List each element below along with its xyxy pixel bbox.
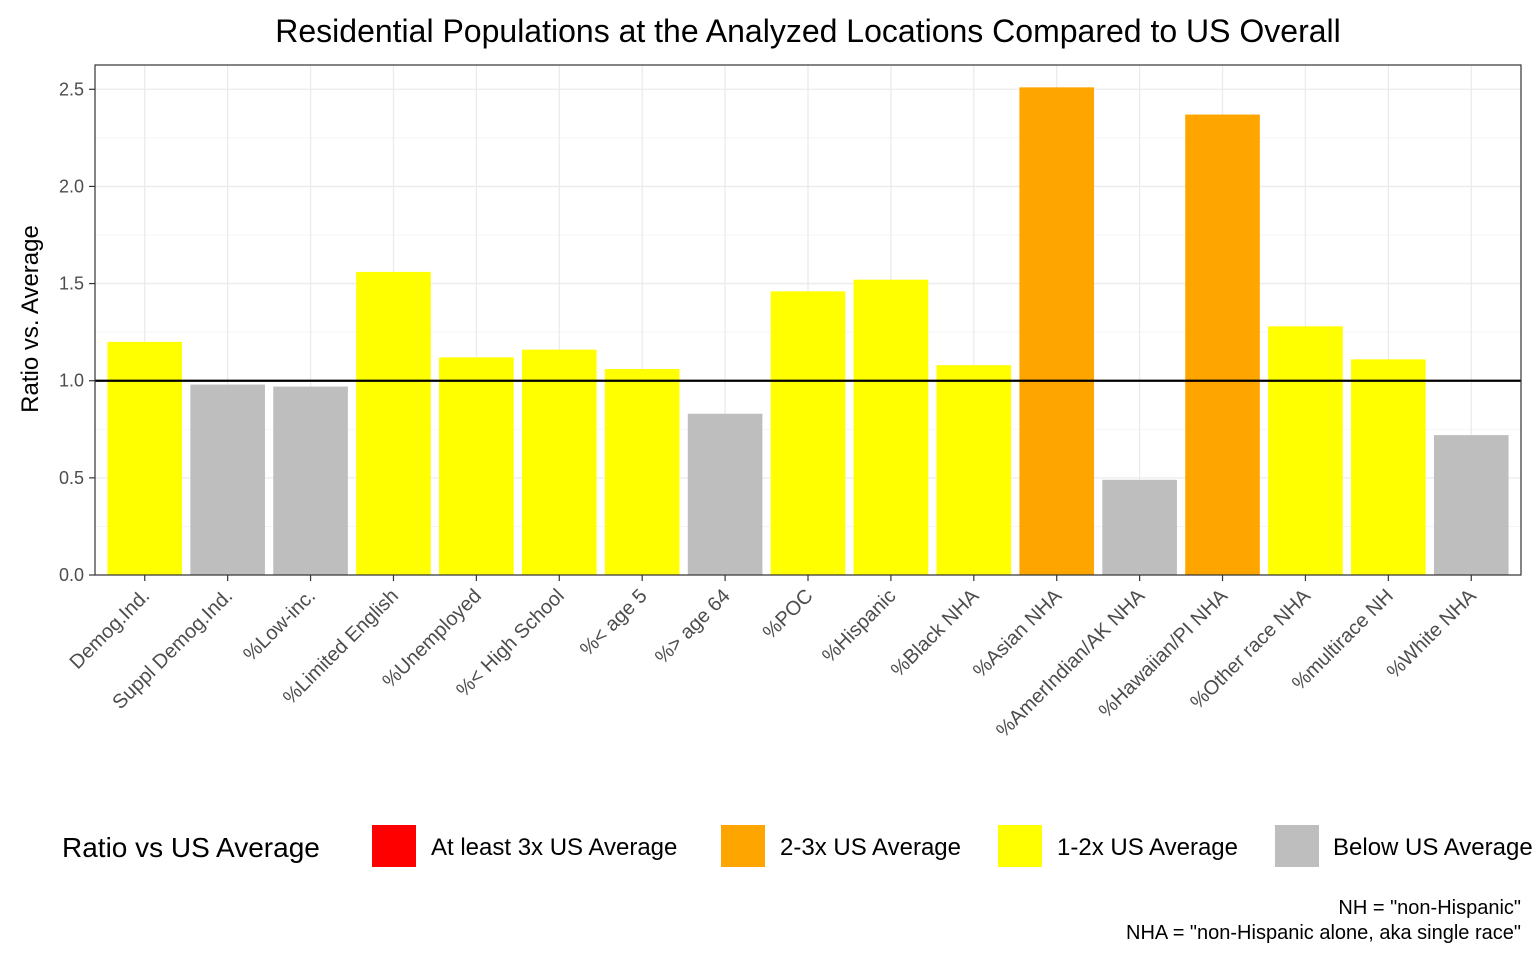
bar-13 [1102,479,1177,575]
chart-title: Residential Populations at the Analyzed … [275,13,1341,49]
bar-4 [356,271,431,575]
y-axis-ticks: 0.0 0.5 1.0 1.5 2.0 2.5 [59,79,95,585]
bar-16 [1351,359,1426,575]
bar-11 [936,365,1012,575]
x-tick-label: %Hispanic [818,585,900,667]
y-tick-label: 0.0 [59,565,84,585]
y-tick-label: 2.5 [59,79,84,99]
y-axis-label: Ratio vs. Average [17,225,44,413]
y-tick-label: 2.0 [59,176,84,196]
footnote: NH = "non-Hispanic" [1338,897,1521,919]
footnote: NHA = "non-Hispanic alone, aka single ra… [1126,922,1521,944]
x-tick-label: %< age 5 [576,585,652,661]
legend-key [1275,825,1319,867]
x-tick-label: %White NHA [1383,585,1482,684]
bar-2 [190,384,265,575]
x-tick-label: %POC [759,585,818,644]
legend-key [998,825,1042,867]
legend-label: 2-3x US Average [780,834,961,861]
legend-title: Ratio vs US Average [62,832,320,863]
legend: Ratio vs US Average At least 3x US Avera… [62,825,1533,867]
y-tick-label: 1.0 [59,371,84,391]
footnotes: NH = "non-Hispanic" NHA = "non-Hispanic a… [1126,897,1521,944]
x-tick-label: %AmerIndian/AK NHA [992,585,1149,742]
bar-5 [439,357,514,575]
x-tick-label: %> age 64 [651,585,735,669]
bar-15 [1268,326,1343,575]
legend-key [721,825,765,867]
bar-10 [853,279,929,575]
y-tick-label: 1.5 [59,274,84,294]
x-axis-ticks: Demog.Ind.Suppl Demog.Ind. %Low-inc.%Limi… [66,575,1482,742]
legend-label: 1-2x US Average [1057,834,1238,861]
y-tick-label: 0.5 [59,468,84,488]
bar-7 [604,369,680,575]
x-tick-label: Demog.Ind. [66,585,155,674]
x-tick-label: %Low-inc. [239,585,320,666]
bar-3 [273,386,348,575]
bar-6 [521,349,597,575]
bar-8 [687,413,763,575]
bar-12 [1019,87,1095,575]
bar-14 [1185,114,1260,576]
legend-label: At least 3x US Average [431,834,677,861]
bar-17 [1433,435,1509,575]
legend-label: Below US Average [1333,834,1533,861]
bar-1 [107,341,183,575]
legend-key [372,825,416,867]
bars [107,87,1509,576]
bar-9 [770,291,846,575]
